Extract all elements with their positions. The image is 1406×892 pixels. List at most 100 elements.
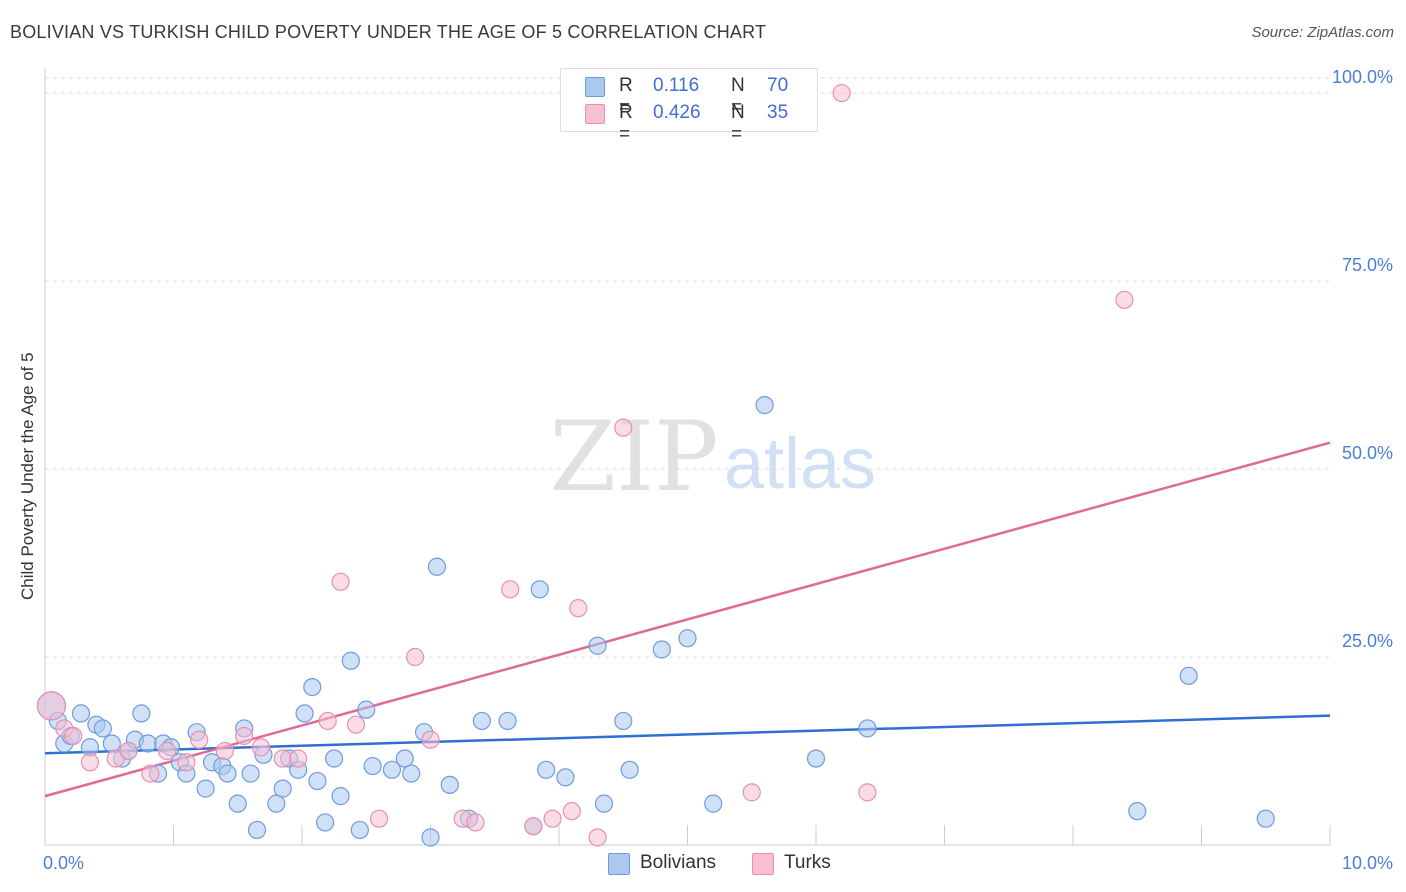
point-bolivians [395, 749, 414, 768]
point-turks [80, 753, 100, 772]
point-bolivians [228, 794, 247, 813]
legend-n-label: N = [731, 75, 745, 118]
point-turks [588, 828, 607, 847]
point-turks [235, 726, 254, 746]
point-bolivians [303, 677, 322, 697]
point-bolivians [93, 719, 112, 738]
point-bolivians [440, 775, 459, 794]
watermark-zip: ZIP [549, 401, 718, 513]
legend-n-label: N = [731, 102, 745, 145]
point-turks [742, 783, 761, 802]
point-bolivians [341, 651, 360, 670]
legend-r-label: R = [619, 75, 633, 118]
bottom-legend-label-bolivians: Bolivians [640, 852, 717, 873]
point-turks [64, 726, 83, 746]
point-bolivians [588, 636, 607, 655]
point-bolivians [382, 760, 402, 779]
point-turks [524, 817, 543, 836]
point-bolivians [427, 557, 447, 576]
y-tick-label: 50.0% [1342, 443, 1393, 463]
point-bolivians [530, 580, 549, 599]
point-bolivians [308, 771, 327, 791]
point-turks [251, 738, 270, 757]
y-axis-label-wrap: Child Poverty Under the Age of 5 [8, 352, 48, 600]
scatter-points [36, 83, 1275, 847]
legend-n-value-turks: 35 [767, 102, 789, 123]
legend-r-value-turks: 0.426 [653, 102, 701, 123]
point-bolivians [357, 700, 376, 719]
point-turks [501, 580, 520, 599]
point-turks [466, 813, 485, 832]
point-turks [177, 753, 196, 772]
point-bolivians [402, 764, 421, 783]
point-bolivians [1256, 809, 1275, 828]
y-axis-label: Child Poverty Under the Age of 5 [18, 352, 37, 600]
point-turks [832, 83, 851, 103]
source-credit: Source: ZipAtlas.com [1251, 24, 1394, 41]
y-tick-label: 25.0% [1342, 631, 1393, 651]
point-bolivians [594, 794, 614, 813]
point-bolivians [316, 813, 335, 832]
watermark-atlas: atlas [724, 424, 876, 504]
x-tick-label: 10.0% [1342, 853, 1393, 873]
point-bolivians [273, 779, 292, 798]
point-turks [190, 730, 209, 749]
point-bolivians [652, 640, 671, 659]
point-bolivians [267, 794, 286, 813]
y-tick-label: 100.0% [1332, 67, 1393, 87]
x-tick-label: 0.0% [43, 853, 84, 873]
point-bolivians [421, 828, 440, 847]
point-bolivians [472, 711, 491, 731]
point-bolivians [704, 794, 723, 813]
point-bolivians [614, 711, 633, 731]
point-bolivians [247, 820, 267, 840]
point-turks [289, 749, 308, 768]
correlation-legend: R = 0.116 N = 70 R = 0.426 N = 35 [560, 68, 818, 145]
point-bolivians [1179, 666, 1198, 685]
point-bolivians [363, 756, 382, 776]
point-turks [215, 741, 234, 761]
point-bolivians [1128, 802, 1147, 821]
point-bolivians [556, 768, 575, 787]
chart-title: BOLIVIAN VS TURKISH CHILD POVERTY UNDER … [10, 22, 767, 42]
point-turks [36, 691, 67, 721]
point-bolivians [196, 779, 215, 798]
point-turks [405, 647, 425, 667]
point-bolivians [132, 704, 151, 723]
bottom-legend-swatch-turks [752, 853, 774, 875]
legend-r-label: R = [619, 102, 633, 145]
point-bolivians [537, 760, 556, 779]
point-turks [157, 741, 177, 761]
tick-labels: 25.0% 50.0% 75.0% 100.0% 0.0% 10.0% [43, 67, 1393, 873]
point-turks [614, 418, 633, 437]
point-bolivians [498, 711, 517, 731]
gridlines [45, 77, 1330, 658]
point-bolivians [218, 764, 237, 783]
bottom-legend-swatch-bolivians [608, 853, 630, 875]
point-turks [273, 749, 292, 768]
point-bolivians [325, 749, 344, 768]
point-bolivians [678, 629, 697, 648]
point-turks [543, 809, 562, 828]
legend-swatch-turks [585, 104, 605, 124]
point-turks [421, 730, 440, 749]
point-turks [858, 783, 877, 802]
point-bolivians [331, 787, 350, 806]
point-turks [119, 741, 138, 761]
point-bolivians [71, 704, 91, 723]
point-turks [1115, 290, 1134, 309]
point-turks [562, 802, 581, 821]
legend-n-value-bolivians: 70 [767, 75, 789, 96]
point-bolivians [138, 734, 157, 753]
point-bolivians [858, 719, 877, 738]
point-bolivians [806, 749, 826, 768]
point-bolivians [620, 760, 639, 779]
trend-line-turks [44, 441, 1331, 798]
point-turks [346, 715, 366, 734]
point-turks [569, 599, 588, 618]
y-tick-label: 75.0% [1342, 255, 1393, 275]
point-bolivians [241, 764, 260, 783]
point-bolivians [102, 734, 121, 753]
legend-swatch-bolivians [585, 77, 605, 97]
point-bolivians [295, 704, 314, 723]
